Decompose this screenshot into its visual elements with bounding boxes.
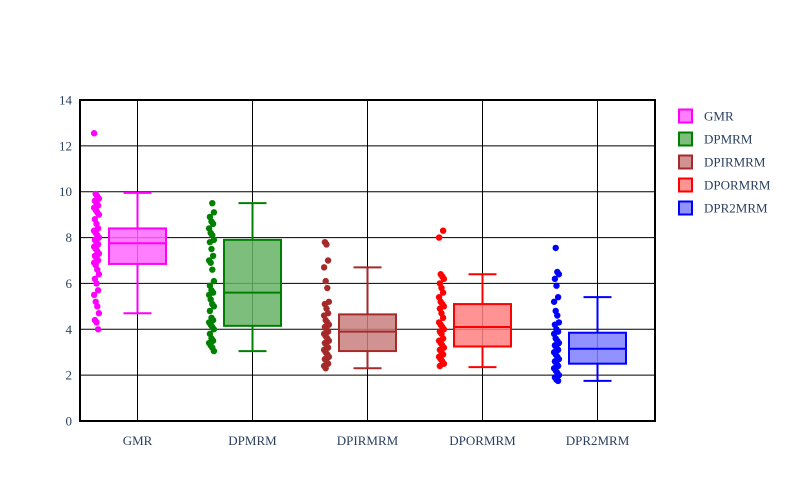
data-point <box>94 326 102 333</box>
data-point <box>551 275 559 283</box>
data-point <box>209 199 216 207</box>
data-point <box>93 319 100 326</box>
data-point <box>323 241 330 248</box>
data-point <box>436 362 444 370</box>
data-point <box>210 303 218 310</box>
y-tick-label: 8 <box>66 230 73 245</box>
data-point <box>439 314 447 322</box>
data-point <box>439 227 447 234</box>
data-point <box>554 293 562 301</box>
data-point <box>90 130 98 137</box>
data-point <box>210 277 218 285</box>
legend-label: GMR <box>704 109 734 124</box>
y-tick-label: 10 <box>59 184 72 199</box>
legend-label: DPMRM <box>704 132 753 147</box>
series-gmr <box>90 130 167 333</box>
x-tick-label: DPIRMRM <box>337 433 399 448</box>
legend-item-dpr2mrm[interactable]: DPR2MRM <box>678 200 768 216</box>
series-dpr2mrm <box>550 244 627 385</box>
data-point <box>208 245 215 253</box>
data-point <box>555 271 563 278</box>
data-point <box>94 287 102 294</box>
legend-item-dpirmrm[interactable]: DPIRMRM <box>678 154 766 170</box>
x-tick-label: DPORMRM <box>449 433 516 448</box>
data-point <box>93 280 100 287</box>
y-tick-label: 12 <box>59 138 72 153</box>
iqr-box <box>108 227 167 265</box>
iqr-box <box>453 303 512 348</box>
y-tick-label: 0 <box>66 414 73 429</box>
legend-swatch <box>678 108 693 124</box>
y-tick-label: 4 <box>66 322 73 337</box>
data-marks <box>90 130 627 385</box>
legend-label: DPORMRM <box>704 178 771 193</box>
legend-swatch <box>678 154 693 170</box>
data-point <box>206 238 214 246</box>
y-tick-label: 2 <box>66 368 73 383</box>
data-point <box>552 244 559 252</box>
y-tick-label: 6 <box>66 276 73 291</box>
data-point <box>553 282 560 289</box>
legend-swatch <box>678 200 693 216</box>
series-dpormrm <box>435 227 512 370</box>
legend-label: DPR2MRM <box>704 201 768 216</box>
data-point <box>210 209 218 216</box>
legend-item-dpormrm[interactable]: DPORMRM <box>678 177 771 193</box>
data-point <box>209 220 217 228</box>
data-point <box>210 347 218 355</box>
data-point <box>439 289 447 296</box>
data-point <box>324 257 332 264</box>
legend[interactable]: GMR DPMRM DPIRMRM DPORMRM DPR2MRM <box>678 108 771 216</box>
legend-swatch <box>678 131 693 147</box>
iqr-box <box>338 313 397 353</box>
series-dpirmrm <box>320 238 397 372</box>
data-point <box>206 307 214 315</box>
axes: 0 2 4 6 8 10 12 14 GMR DPMRM DPIRMRM DPORMRM DPR2MRM <box>59 93 630 449</box>
data-point <box>322 365 329 372</box>
x-tick-label: DPR2MRM <box>566 433 630 448</box>
y-tick-label: 14 <box>59 93 73 108</box>
data-point <box>209 252 217 260</box>
x-tick-label: DPMRM <box>228 433 277 448</box>
data-point <box>90 291 98 299</box>
data-point <box>322 277 329 285</box>
data-point <box>95 310 103 317</box>
iqr-box <box>223 238 282 327</box>
series-dpmrm <box>205 199 282 355</box>
data-point <box>95 211 103 218</box>
data-point <box>94 303 101 310</box>
data-point <box>435 234 443 241</box>
data-point <box>209 266 216 273</box>
plot-frame <box>79 99 656 422</box>
data-point <box>320 264 328 271</box>
legend-label: DPIRMRM <box>704 155 766 170</box>
data-point <box>554 377 562 385</box>
legend-swatch <box>678 177 693 193</box>
data-point <box>440 275 448 283</box>
x-tick-label: GMR <box>123 433 153 448</box>
data-point <box>550 298 558 305</box>
legend-item-dpmrm[interactable]: DPMRM <box>678 131 753 147</box>
data-point <box>210 326 218 333</box>
data-point <box>324 284 331 292</box>
data-point <box>95 271 103 278</box>
data-point <box>554 312 561 319</box>
data-point <box>207 259 214 266</box>
legend-item-gmr[interactable]: GMR <box>678 108 734 124</box>
